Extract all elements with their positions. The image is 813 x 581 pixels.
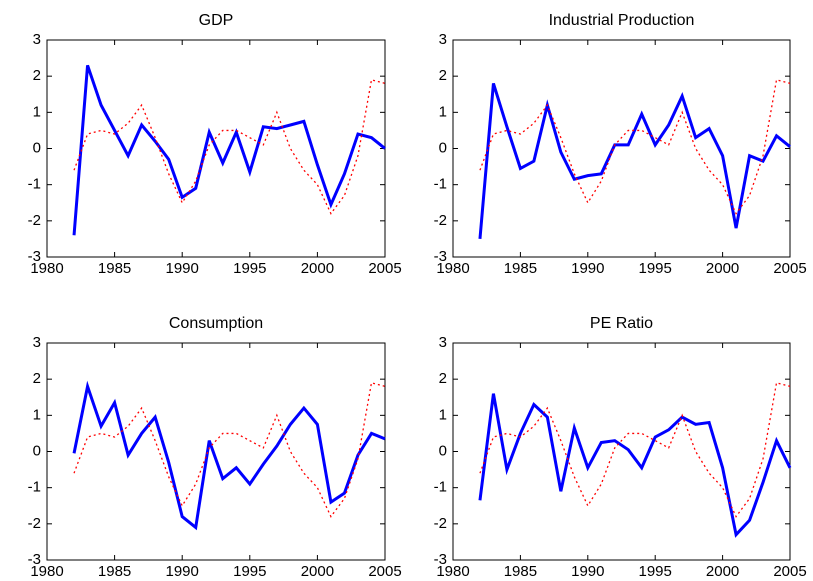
x-tick-label: 1985 [98, 260, 131, 277]
y-tick-label: 1 [439, 103, 447, 120]
y-tick-label: -3 [434, 248, 447, 265]
x-tick-label: 1980 [436, 563, 469, 580]
x-tick-label: 2005 [368, 260, 401, 277]
y-tick-label: -2 [28, 515, 41, 532]
data-line [73, 78, 386, 215]
x-tick-label: 1985 [504, 563, 537, 580]
y-tick-label: 1 [33, 406, 41, 423]
y-tick-label: -3 [28, 551, 41, 568]
data-line [478, 82, 791, 240]
x-tick-label: 1980 [30, 563, 63, 580]
y-tick-label: 3 [33, 334, 41, 351]
y-tick-label: 2 [439, 370, 447, 387]
axes-box [452, 39, 791, 258]
y-tick-label: 2 [439, 67, 447, 84]
y-tick-label: 0 [439, 442, 447, 459]
y-tick-label: -1 [28, 479, 41, 496]
chart-title: PE Ratio [590, 315, 653, 332]
y-tick-label: -3 [28, 248, 41, 265]
y-tick-label: 0 [33, 139, 41, 156]
y-tick-label: -1 [28, 176, 41, 193]
y-tick-label: 0 [33, 442, 41, 459]
x-tick-label: 1995 [639, 260, 672, 277]
y-tick-label: -1 [434, 176, 447, 193]
x-tick-label: 2000 [706, 260, 739, 277]
y-tick-label: -2 [28, 212, 41, 229]
x-tick-label: 1990 [166, 563, 199, 580]
y-tick-label: -2 [434, 515, 447, 532]
x-tick-label: 2000 [301, 563, 334, 580]
data-line [72, 64, 386, 236]
y-tick-label: 3 [439, 334, 447, 351]
data-line [479, 381, 791, 518]
x-tick-label: 1995 [233, 260, 266, 277]
x-tick-label: 1995 [233, 563, 266, 580]
y-tick-label: -3 [434, 551, 447, 568]
x-tick-label: 2005 [368, 563, 401, 580]
chart-title: GDP [199, 12, 234, 29]
y-tick-label: 3 [439, 31, 447, 48]
x-tick-label: 2000 [301, 260, 334, 277]
data-line [73, 381, 386, 518]
x-tick-label: 1980 [30, 260, 63, 277]
y-tick-label: 2 [33, 370, 41, 387]
y-tick-label: 3 [33, 31, 41, 48]
chart-title: Consumption [169, 315, 263, 332]
x-tick-label: 1985 [98, 563, 131, 580]
y-tick-label: 0 [439, 139, 447, 156]
y-tick-label: 1 [439, 406, 447, 423]
y-tick-label: -2 [434, 212, 447, 229]
data-line [479, 78, 791, 215]
x-tick-label: 2005 [773, 260, 806, 277]
data-line [72, 380, 386, 531]
x-tick-label: 2000 [706, 563, 739, 580]
x-tick-label: 1980 [436, 260, 469, 277]
y-tick-label: -1 [434, 479, 447, 496]
y-tick-label: 2 [33, 67, 41, 84]
data-line [478, 393, 792, 538]
x-tick-label: 1990 [571, 260, 604, 277]
x-tick-label: 1990 [166, 260, 199, 277]
x-tick-label: 2005 [773, 563, 806, 580]
x-tick-label: 1995 [639, 563, 672, 580]
axes-box [46, 342, 386, 561]
y-tick-label: 1 [33, 103, 41, 120]
x-tick-label: 1985 [504, 260, 537, 277]
x-tick-label: 1990 [571, 563, 604, 580]
chart-title: Industrial Production [549, 12, 695, 29]
